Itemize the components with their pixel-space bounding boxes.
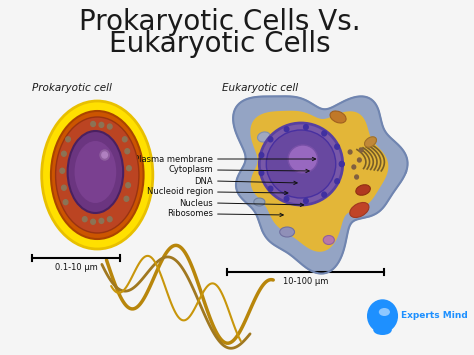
Circle shape [99,122,104,127]
Circle shape [322,192,327,197]
Circle shape [66,137,71,142]
Ellipse shape [323,235,334,245]
Circle shape [355,175,358,179]
Circle shape [259,170,264,175]
Circle shape [108,217,112,222]
Circle shape [259,153,264,158]
Ellipse shape [257,132,270,142]
Ellipse shape [356,185,370,195]
Polygon shape [233,96,408,274]
Text: Nucleus: Nucleus [179,198,213,208]
Circle shape [284,196,289,201]
Text: Prokaryotic Cells Vs.: Prokaryotic Cells Vs. [79,8,360,36]
Ellipse shape [379,308,390,316]
Circle shape [125,149,129,154]
Ellipse shape [373,325,392,335]
Circle shape [91,121,95,126]
Circle shape [339,162,344,166]
Ellipse shape [259,123,343,205]
Circle shape [108,124,112,129]
Circle shape [62,185,66,190]
Circle shape [335,144,339,149]
Circle shape [99,218,104,223]
Text: Plasma membrane: Plasma membrane [134,154,213,164]
Ellipse shape [42,101,153,249]
Circle shape [304,125,308,130]
Ellipse shape [51,111,144,239]
Circle shape [268,186,273,191]
Ellipse shape [350,202,369,218]
Text: Ribosomes: Ribosomes [167,209,213,218]
Ellipse shape [68,131,123,213]
Circle shape [62,151,66,156]
Circle shape [102,152,108,158]
Text: 0.1-10 μm: 0.1-10 μm [55,263,98,272]
Circle shape [60,168,64,173]
Ellipse shape [74,141,116,203]
Circle shape [124,196,129,201]
Circle shape [304,198,308,203]
Ellipse shape [254,198,265,206]
Ellipse shape [330,111,346,123]
Circle shape [359,148,363,152]
Text: Cytoplasm: Cytoplasm [168,165,213,175]
Text: 10-100 μm: 10-100 μm [283,277,328,286]
Circle shape [335,179,339,184]
Ellipse shape [55,117,139,233]
Circle shape [352,165,356,169]
Circle shape [322,131,327,136]
Circle shape [357,158,361,162]
Circle shape [100,150,109,160]
Circle shape [348,150,352,154]
Circle shape [127,166,131,171]
Circle shape [63,200,68,205]
Text: Eukaryotic cell: Eukaryotic cell [222,83,299,93]
Text: Eukaryotic Cells: Eukaryotic Cells [109,30,330,58]
Circle shape [82,217,87,222]
Circle shape [91,219,95,224]
Ellipse shape [266,130,336,198]
Ellipse shape [288,145,318,173]
Circle shape [284,127,289,132]
Ellipse shape [280,227,294,237]
Text: Nucleoid region: Nucleoid region [146,187,213,197]
Circle shape [368,300,397,332]
Ellipse shape [365,137,376,147]
Text: Experts Mind: Experts Mind [401,311,468,321]
Circle shape [126,183,130,188]
Circle shape [122,137,127,142]
Text: Prokaryotic cell: Prokaryotic cell [32,83,112,93]
Text: DNA: DNA [194,176,213,186]
Circle shape [268,137,273,142]
Circle shape [339,162,344,166]
Polygon shape [251,111,388,251]
